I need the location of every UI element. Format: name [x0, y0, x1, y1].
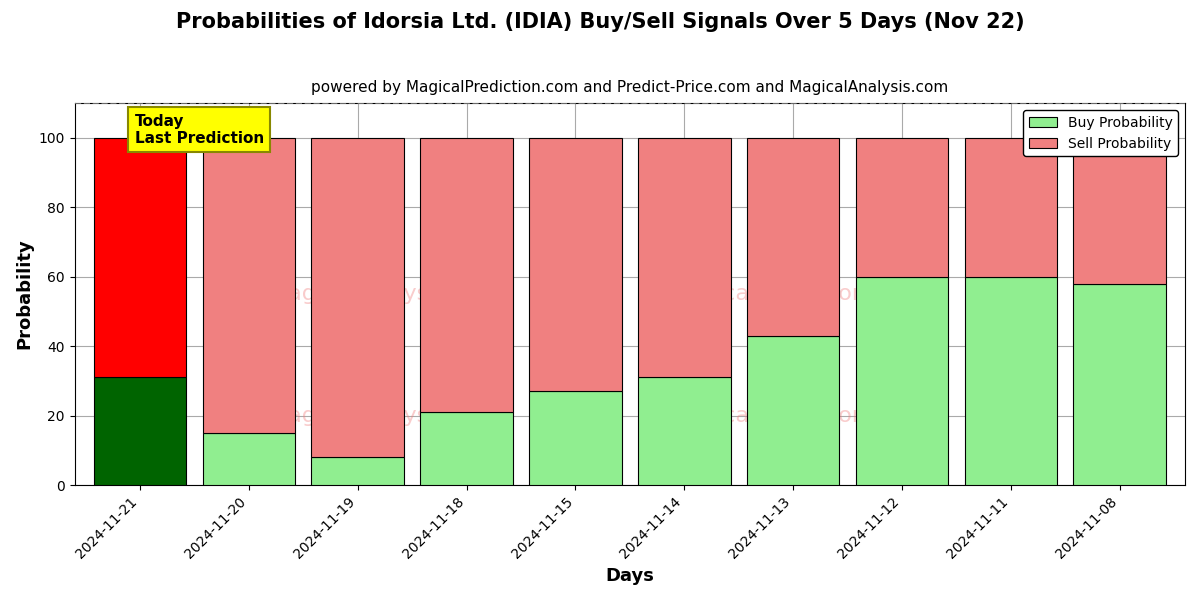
Text: Today
Last Prediction: Today Last Prediction [134, 113, 264, 146]
Bar [529, 138, 622, 391]
Bar [856, 138, 948, 277]
Bar [638, 138, 731, 377]
Text: MagicalPrediction.com: MagicalPrediction.com [671, 406, 922, 427]
Bar [965, 138, 1057, 277]
Bar [420, 412, 512, 485]
Bar [312, 457, 404, 485]
Bar [1074, 138, 1166, 284]
Bar [94, 377, 186, 485]
Bar [965, 277, 1057, 485]
Bar [529, 391, 622, 485]
Legend: Buy Probability, Sell Probability: Buy Probability, Sell Probability [1024, 110, 1178, 156]
Bar [420, 138, 512, 412]
Text: MagicalAnalysis.com: MagicalAnalysis.com [270, 284, 502, 304]
Bar [746, 138, 839, 336]
Bar [203, 138, 295, 433]
Text: Probabilities of Idorsia Ltd. (IDIA) Buy/Sell Signals Over 5 Days (Nov 22): Probabilities of Idorsia Ltd. (IDIA) Buy… [175, 12, 1025, 32]
X-axis label: Days: Days [605, 567, 654, 585]
Text: MagicalPrediction.com: MagicalPrediction.com [671, 284, 922, 304]
Title: powered by MagicalPrediction.com and Predict-Price.com and MagicalAnalysis.com: powered by MagicalPrediction.com and Pre… [311, 80, 948, 95]
Bar [638, 377, 731, 485]
Y-axis label: Probability: Probability [16, 239, 34, 349]
Bar [856, 277, 948, 485]
Bar [203, 433, 295, 485]
Bar [312, 138, 404, 457]
Bar [94, 138, 186, 377]
Bar [1074, 284, 1166, 485]
Text: MagicalAnalysis.com: MagicalAnalysis.com [270, 406, 502, 427]
Bar [746, 336, 839, 485]
